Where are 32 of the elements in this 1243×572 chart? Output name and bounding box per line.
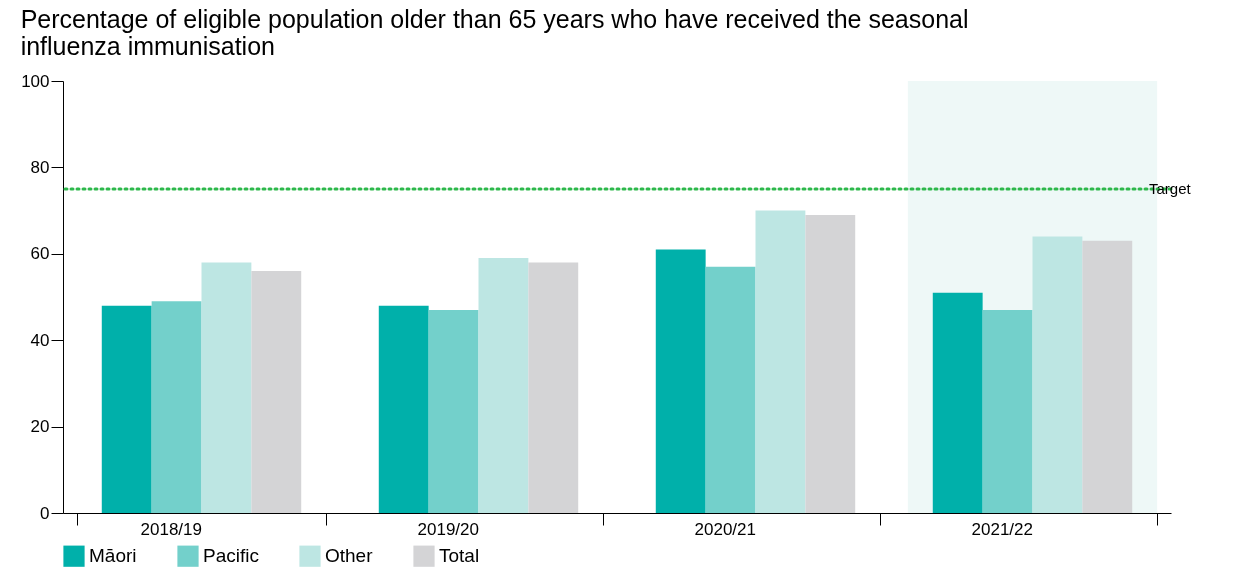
bar: [528, 262, 579, 513]
y-tick-label: 0: [40, 503, 50, 523]
y-tick-label: 40: [30, 330, 50, 350]
legend-label: Pacific: [203, 545, 259, 567]
bar: [201, 262, 252, 513]
bar: [655, 249, 706, 513]
legend-label: Total: [439, 545, 480, 567]
bar: [755, 210, 806, 513]
bar: [1082, 240, 1133, 513]
y-tick-label: 60: [30, 244, 50, 264]
y-tick-label: 80: [30, 157, 50, 177]
bar: [251, 271, 302, 513]
legend-label: Other: [325, 545, 374, 567]
ref-line-label: Target: [1149, 180, 1192, 197]
chart-title: Percentage of eligible population older than 65 years who have received the seasonal influenza immunisation: [20, 5, 969, 60]
x-tick-label: 2018/19: [140, 519, 202, 539]
bar: [805, 214, 856, 513]
bar: [101, 305, 152, 513]
bar: [428, 309, 479, 513]
legend-label: Māori: [89, 545, 137, 567]
bar: [151, 301, 202, 513]
bar: [478, 258, 529, 513]
bar: [378, 305, 429, 513]
x-tick-label: 2019/20: [417, 519, 479, 539]
y-tick-label: 20: [30, 417, 50, 437]
bar: [1032, 236, 1083, 513]
y-tick-label: 100: [21, 71, 50, 91]
bar: [705, 266, 756, 513]
x-tick-label: 2021/22: [971, 519, 1033, 539]
bar: [982, 309, 1033, 513]
x-tick-label: 2020/21: [694, 519, 756, 539]
bar: [932, 292, 983, 513]
